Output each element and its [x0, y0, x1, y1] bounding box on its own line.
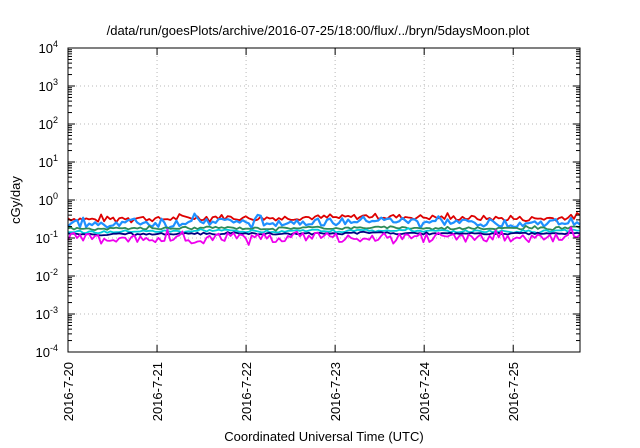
y-tick-label: 104	[39, 39, 58, 56]
series-line	[67, 212, 581, 231]
y-axis-label: cGy/day	[8, 176, 23, 224]
x-axis-label: Coordinated Universal Time (UTC)	[224, 429, 423, 444]
x-tick-label: 2016-7-25	[506, 362, 521, 421]
y-gridlines	[68, 85, 580, 315]
y-tick-exponent: -3	[50, 305, 58, 315]
y-tick-exponent: 2	[53, 115, 58, 125]
y-tick-label: 10-1	[36, 229, 58, 246]
y-tick-exponent: 1	[53, 153, 58, 163]
x-tick-label: 2016-7-21	[150, 362, 165, 421]
series-layer	[67, 212, 581, 246]
y-tick-exponent: -4	[50, 343, 58, 353]
series-line	[67, 225, 581, 232]
x-tick-label: 2016-7-22	[239, 362, 254, 421]
y-tick-label: 101	[39, 153, 58, 170]
x-tick-labels: 2016-7-20 2016-7-21 2016-7-22 2016-7-23 2016…	[61, 362, 521, 421]
y-tick-exponent: 0	[53, 191, 58, 201]
y-tick-label: 102	[39, 115, 58, 132]
y-tick-exponent: 3	[53, 77, 58, 87]
y-tick-label: 100	[39, 191, 58, 208]
chart-title: /data/run/goesPlots/archive/2016-07-25/1…	[107, 23, 530, 38]
series-line	[67, 226, 581, 246]
y-tick-exponent: -2	[50, 267, 58, 277]
series-line	[67, 212, 581, 224]
y-tick-label: 10-2	[36, 267, 58, 284]
y-tick-label: 10-3	[36, 305, 58, 322]
x-tick-label: 2016-7-24	[417, 362, 432, 421]
y-tick-exponent: 4	[53, 39, 58, 49]
y-tick-exponent: -1	[50, 229, 58, 239]
x-gridlines	[156, 48, 514, 352]
x-tick-label: 2016-7-23	[328, 362, 343, 421]
y-tick-label: 103	[39, 77, 58, 94]
x-tick-label: 2016-7-20	[61, 362, 76, 421]
axis-ticks	[67, 47, 580, 353]
y-tick-label: 10-4	[36, 343, 58, 360]
